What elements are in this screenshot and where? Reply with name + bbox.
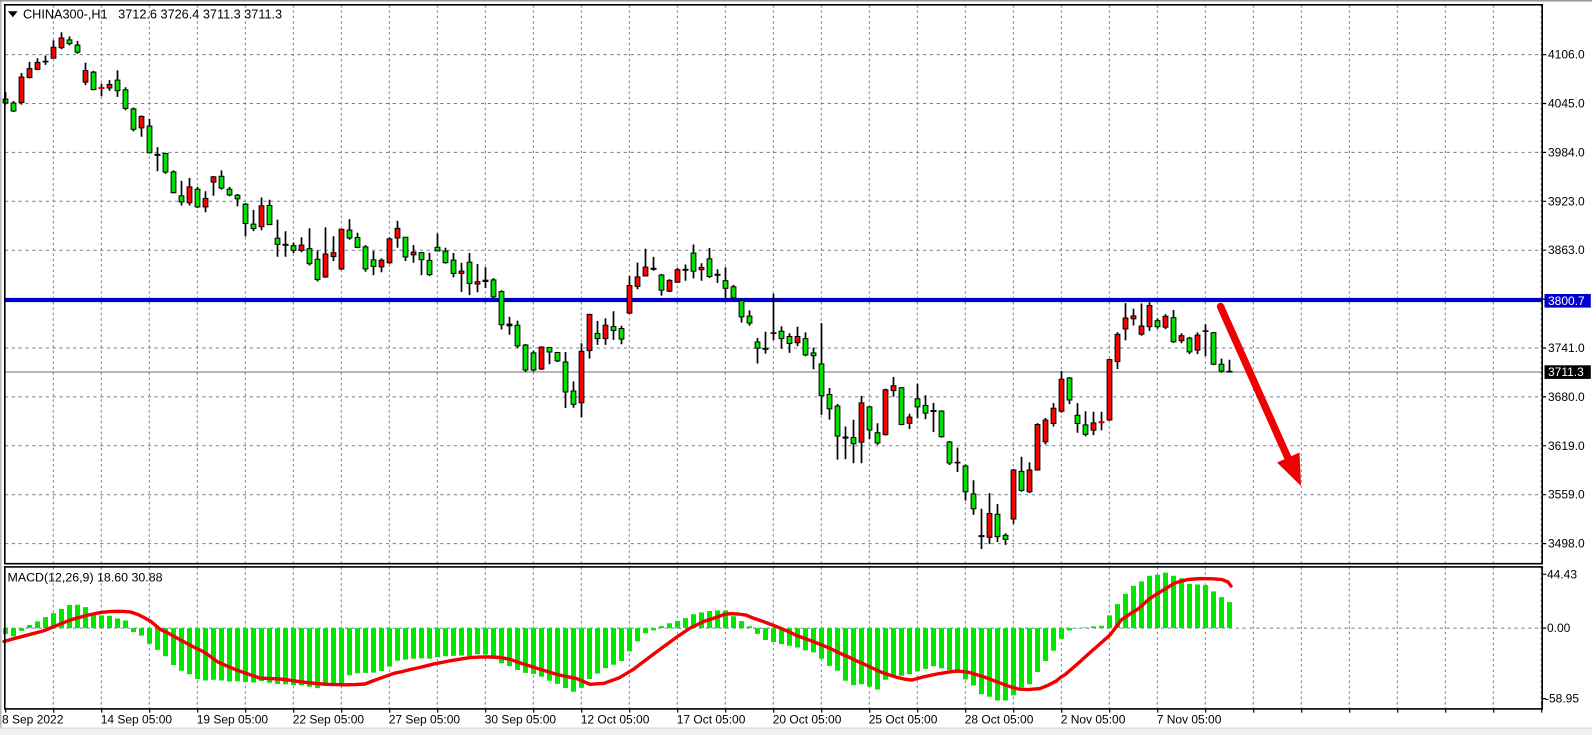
svg-text:14 Sep 05:00: 14 Sep 05:00 bbox=[101, 712, 173, 726]
svg-text:22 Sep 05:00: 22 Sep 05:00 bbox=[293, 712, 365, 726]
svg-text:3800.7: 3800.7 bbox=[1548, 294, 1585, 308]
svg-text:3711.3: 3711.3 bbox=[1548, 365, 1584, 379]
svg-text:28 Oct 05:00: 28 Oct 05:00 bbox=[965, 712, 1034, 726]
svg-text:25 Oct 05:00: 25 Oct 05:00 bbox=[869, 712, 938, 726]
svg-text:-58.95: -58.95 bbox=[1545, 692, 1579, 706]
svg-text:27 Sep 05:00: 27 Sep 05:00 bbox=[389, 712, 461, 726]
svg-text:12 Oct 05:00: 12 Oct 05:00 bbox=[581, 712, 650, 726]
svg-text:3863.0: 3863.0 bbox=[1548, 243, 1585, 257]
svg-text:3498.0: 3498.0 bbox=[1548, 537, 1585, 551]
svg-text:3559.0: 3559.0 bbox=[1548, 488, 1585, 502]
svg-text:7 Nov 05:00: 7 Nov 05:00 bbox=[1157, 712, 1222, 726]
svg-text:4106.0: 4106.0 bbox=[1548, 48, 1585, 62]
svg-text:3984.0: 3984.0 bbox=[1548, 145, 1585, 159]
svg-text:MACD(12,26,9) 18.60 30.88: MACD(12,26,9) 18.60 30.88 bbox=[8, 570, 163, 584]
svg-text:19 Sep 05:00: 19 Sep 05:00 bbox=[197, 712, 269, 726]
svg-text:30 Sep 05:00: 30 Sep 05:00 bbox=[485, 712, 557, 726]
svg-text:20 Oct 05:00: 20 Oct 05:00 bbox=[773, 712, 842, 726]
svg-text:3619.0: 3619.0 bbox=[1548, 439, 1585, 453]
svg-text:3741.0: 3741.0 bbox=[1548, 341, 1585, 355]
svg-text:CHINA300-,H1 3712.6 3726.4 3: CHINA300-,H1 3712.6 3726.4 3711.3 3711.3 bbox=[23, 7, 282, 21]
svg-text:4045.0: 4045.0 bbox=[1548, 97, 1585, 111]
svg-text:3923.0: 3923.0 bbox=[1548, 194, 1585, 208]
svg-text:3680.0: 3680.0 bbox=[1548, 390, 1585, 404]
svg-text:2 Nov 05:00: 2 Nov 05:00 bbox=[1061, 712, 1126, 726]
svg-text:0.00: 0.00 bbox=[1547, 621, 1571, 635]
svg-text:8 Sep 2022: 8 Sep 2022 bbox=[2, 712, 64, 726]
svg-text:44.43: 44.43 bbox=[1547, 567, 1577, 581]
svg-text:17 Oct 05:00: 17 Oct 05:00 bbox=[677, 712, 746, 726]
